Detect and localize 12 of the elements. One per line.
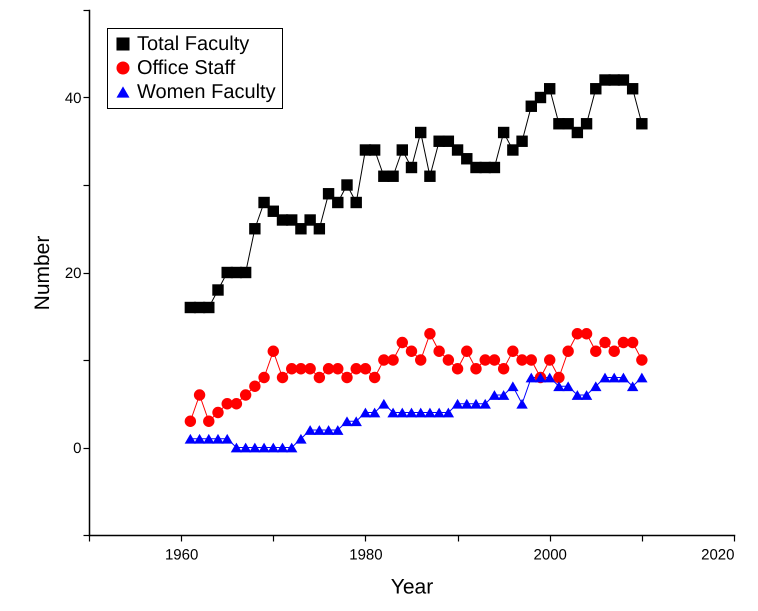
x-tick-label: 1980 xyxy=(349,546,383,564)
legend-label: Women Faculty xyxy=(137,81,276,103)
x-axis-title: Year xyxy=(390,576,434,598)
x-tick-label: 2000 xyxy=(534,546,567,564)
legend-label: Total Faculty xyxy=(137,33,250,55)
y-tick-label: 40 xyxy=(64,90,82,107)
y-tick-label: 20 xyxy=(64,265,82,282)
y-axis-title: Number xyxy=(30,236,54,310)
y-tick-label: 0 xyxy=(73,440,82,457)
x-tick-label: 1960 xyxy=(164,546,198,564)
legend-label: Office Staff xyxy=(137,57,236,79)
x-tick-label: 2020 xyxy=(701,546,734,564)
